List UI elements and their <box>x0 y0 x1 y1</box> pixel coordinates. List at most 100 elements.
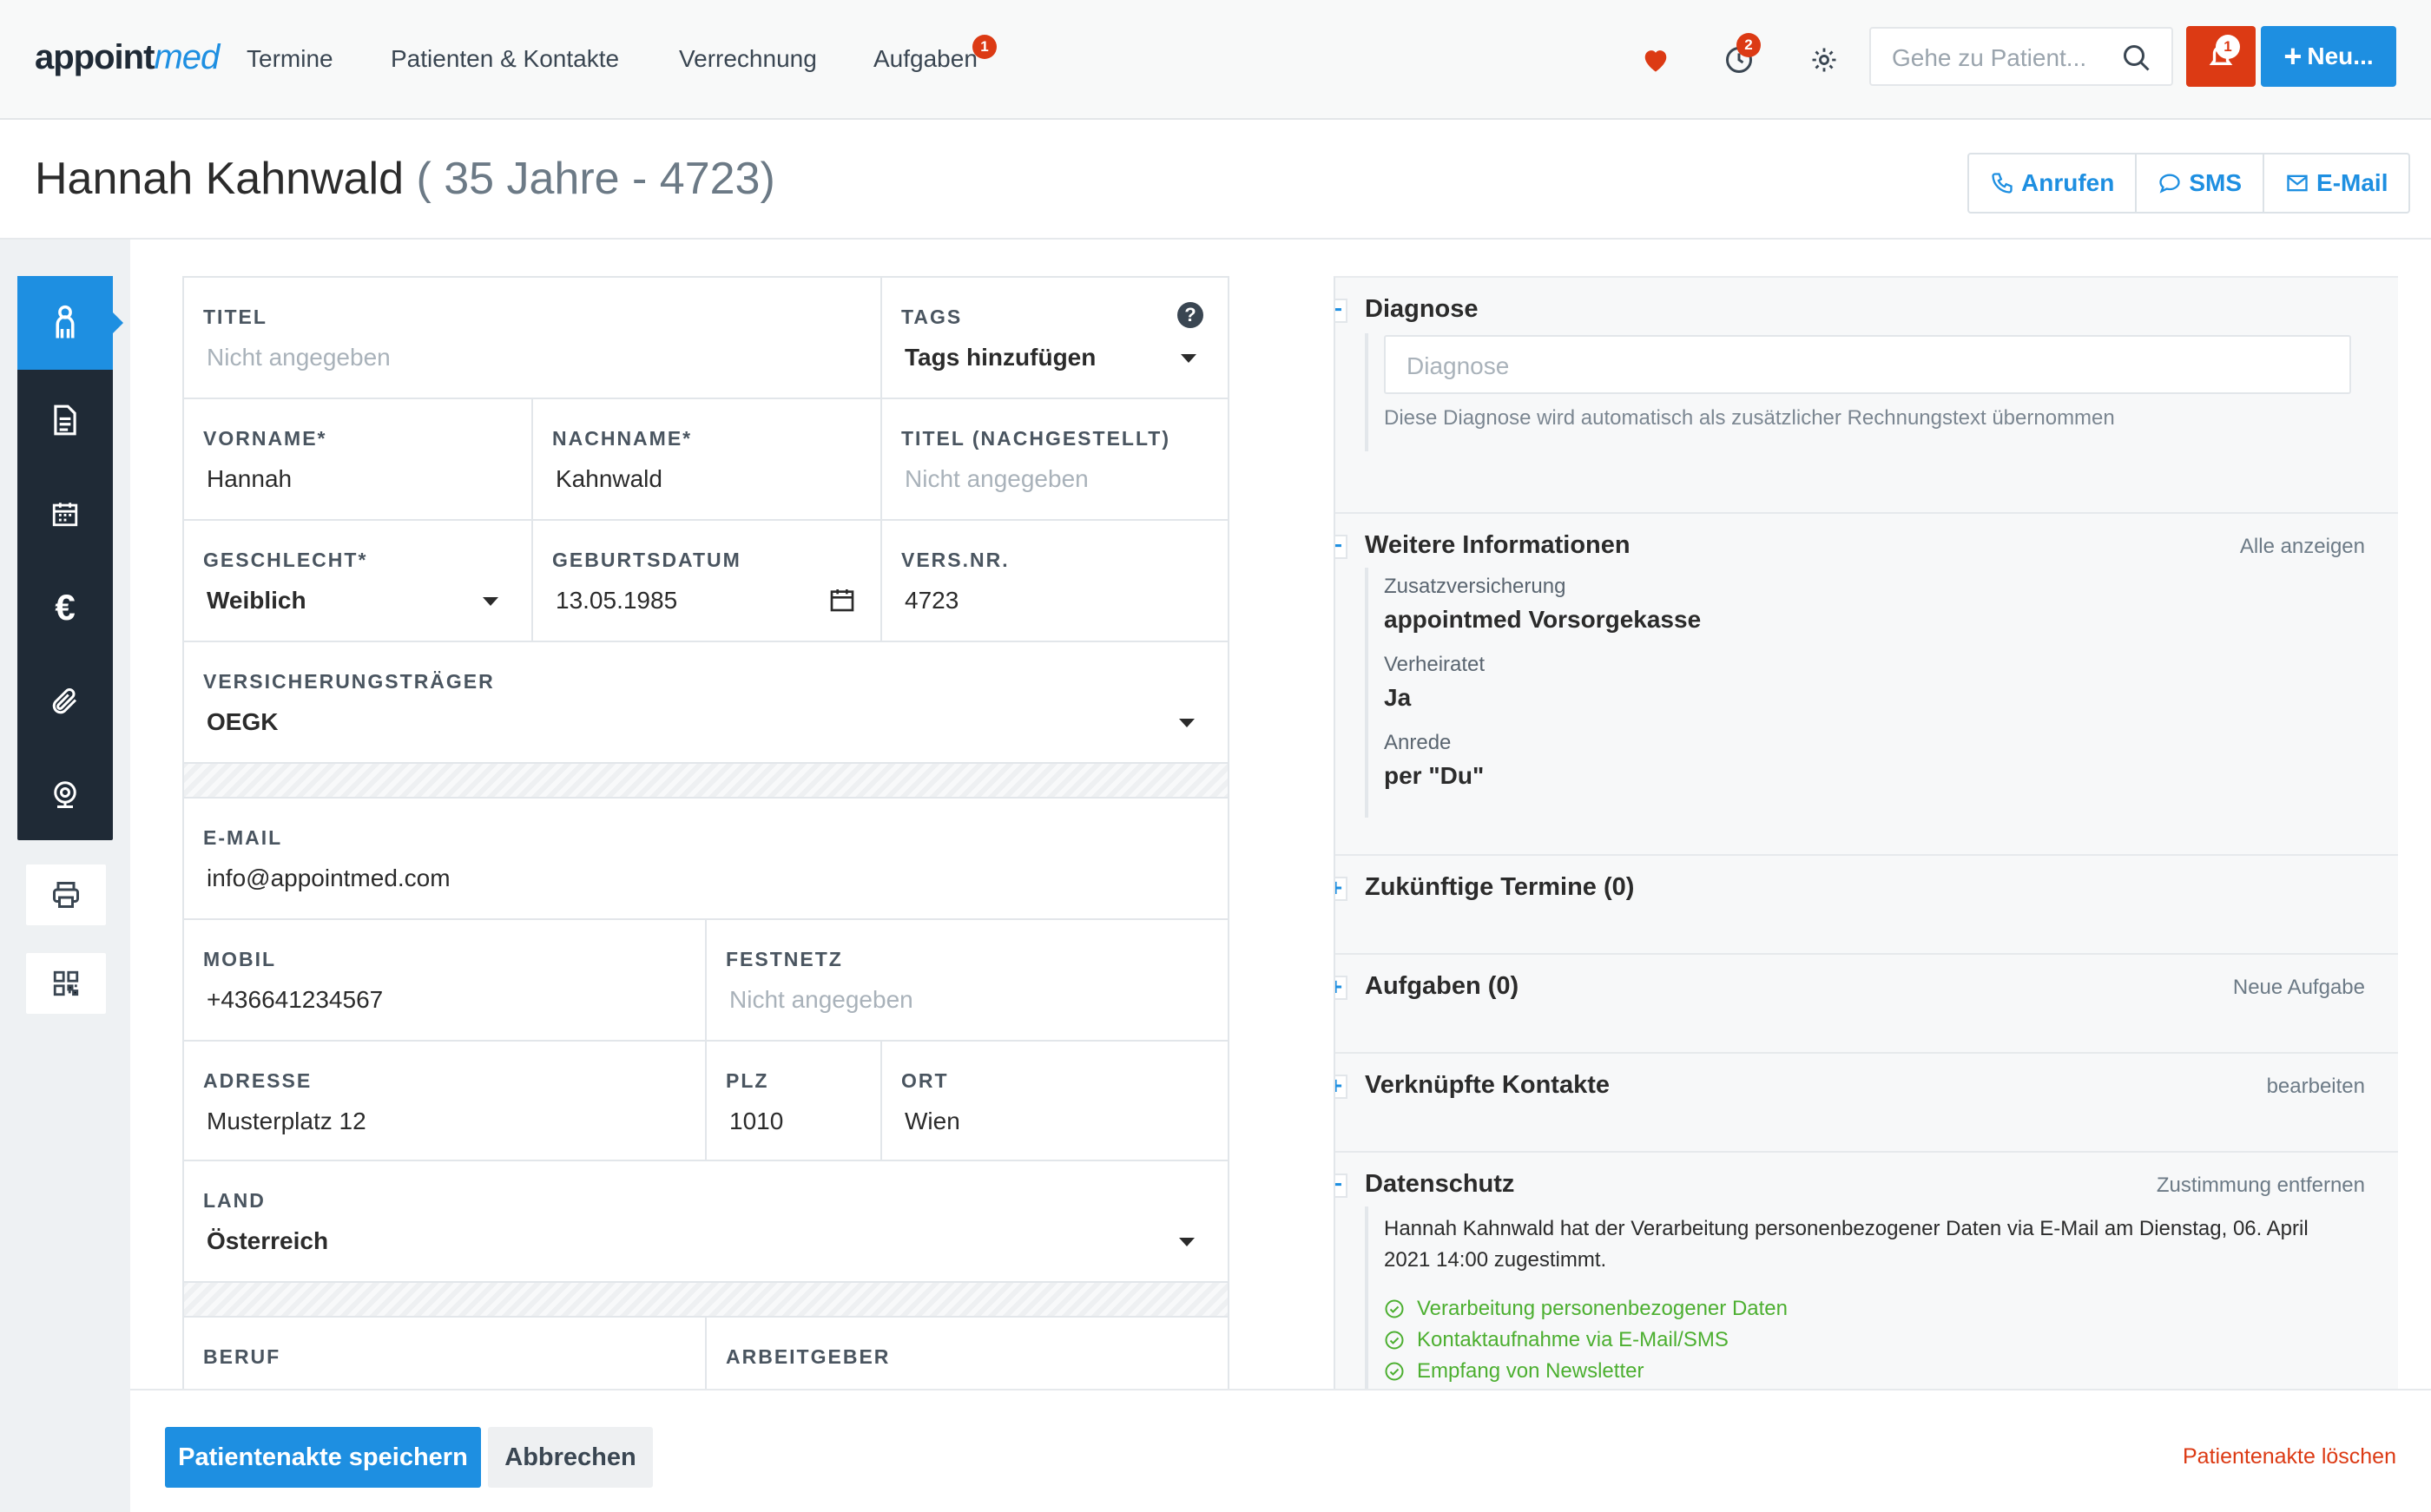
field-value: Tags hinzufügen <box>905 344 1097 371</box>
cancel-button[interactable]: Abbrechen <box>488 1427 653 1488</box>
field-versnr[interactable]: VERS.NR. 4723 <box>882 519 1228 641</box>
field-value: Wien <box>905 1108 960 1134</box>
field-label: TITEL (NACHGESTELLT) <box>901 427 1171 450</box>
collapse-icon[interactable]: − <box>1335 1173 1347 1198</box>
chat-icon <box>2159 174 2180 194</box>
section-divider <box>184 762 1228 797</box>
field-label: BERUF <box>203 1345 281 1368</box>
field-geschlecht[interactable]: GESCHLECHT* Weiblich <box>184 519 533 641</box>
new-button[interactable]: + Neu... <box>2261 26 2396 87</box>
sidebar-item-stammdaten[interactable] <box>17 276 123 370</box>
sms-button[interactable]: SMS <box>2137 154 2265 212</box>
heart-icon[interactable] <box>1634 38 1677 82</box>
euro-icon: € <box>55 587 76 628</box>
field-value: Nicht angegeben <box>207 344 391 371</box>
gear-icon[interactable] <box>1802 38 1846 82</box>
email-button[interactable]: E-Mail <box>2264 154 2408 212</box>
webcam-icon <box>54 781 76 808</box>
field-label: VERSICHERUNGSTRÄGER <box>203 670 495 693</box>
nav-verrechnung[interactable]: Verrechnung <box>679 45 817 72</box>
field-festnetz[interactable]: FESTNETZ Nicht angegeben <box>707 918 1228 1040</box>
info-label: Verheiratet <box>1384 653 1486 676</box>
qrcode-button[interactable] <box>26 953 106 1014</box>
field-value: Nicht angegeben <box>905 465 1089 492</box>
calendar-icon[interactable] <box>828 585 856 615</box>
chevron-down-icon <box>1179 1238 1195 1246</box>
field-value: Weiblich <box>207 587 306 614</box>
chevron-down-icon <box>1181 354 1196 363</box>
patient-search-input[interactable]: Gehe zu Patient... <box>1869 27 2173 86</box>
consent-label: Kontaktaufnahme via E-Mail/SMS <box>1417 1328 1729 1351</box>
field-label: VORNAME* <box>203 427 327 450</box>
appointmed-logo[interactable]: appointmed <box>35 38 220 77</box>
envelope-icon <box>2287 174 2308 192</box>
field-beruf[interactable]: BERUF <box>184 1316 707 1389</box>
show-all-link[interactable]: Alle anzeigen <box>2239 535 2365 558</box>
section-title: Zukünftige Termine (0) <box>1365 873 1635 901</box>
patient-form: TITEL Nicht angegeben TAGS ? Tags hinzuf… <box>182 276 1229 1389</box>
field-label: PLZ <box>726 1069 769 1092</box>
field-geburtsdatum[interactable]: GEBURTSDATUM 13.05.1985 <box>533 519 882 641</box>
field-ort[interactable]: ORT Wien <box>882 1040 1228 1160</box>
call-button[interactable]: Anrufen <box>1969 154 2138 212</box>
expand-icon[interactable]: + <box>1335 876 1347 901</box>
logo-accent-text: med <box>154 38 220 76</box>
nav-aufgaben[interactable]: Aufgaben <box>873 45 978 72</box>
field-label: NACHNAME* <box>552 427 693 450</box>
field-label: ORT <box>901 1069 949 1092</box>
field-mobil[interactable]: MOBIL +436641234567 <box>184 918 707 1040</box>
delete-record-link[interactable]: Patientenakte löschen <box>2182 1444 2396 1469</box>
sidebar-item-termine[interactable] <box>17 467 113 561</box>
consent-item: Kontaktaufnahme via E-Mail/SMS <box>1384 1328 1729 1352</box>
nav-termine[interactable]: Termine <box>247 45 333 72</box>
field-arbeitgeber[interactable]: ARBEITGEBER <box>707 1316 1228 1389</box>
sidebar-item-verrechnung[interactable]: € <box>17 561 113 654</box>
print-button[interactable] <box>26 864 106 925</box>
field-versicherungstraeger[interactable]: VERSICHERUNGSTRÄGER OEGK <box>184 641 1228 762</box>
field-vorname[interactable]: VORNAME* Hannah <box>184 398 533 519</box>
notifications-button[interactable]: 1 <box>2186 26 2256 87</box>
expand-icon[interactable]: + <box>1335 1074 1347 1099</box>
section-title: Verknüpfte Kontakte <box>1365 1071 1610 1099</box>
field-titel-nachgestellt[interactable]: TITEL (NACHGESTELLT) Nicht angegeben <box>882 398 1228 519</box>
sidebar-item-dokumentation[interactable] <box>17 373 113 467</box>
field-email[interactable]: E-MAIL info@appointmed.com <box>184 797 1228 918</box>
field-tags[interactable]: TAGS ? Tags hinzufügen <box>882 276 1228 398</box>
person-icon <box>56 305 75 339</box>
updates-badge: 2 <box>1736 33 1761 57</box>
sidebar-item-anhaenge[interactable] <box>17 654 113 748</box>
nav-patienten-kontakte[interactable]: Patienten & Kontakte <box>391 45 620 72</box>
field-label: LAND <box>203 1189 266 1212</box>
field-label: MOBIL <box>203 948 277 970</box>
diagnose-input[interactable]: Diagnose <box>1384 335 2351 394</box>
new-task-link[interactable]: Neue Aufgabe <box>2232 976 2365 999</box>
field-land[interactable]: LAND Österreich <box>184 1160 1228 1281</box>
field-adresse[interactable]: ADRESSE Musterplatz 12 <box>184 1040 707 1160</box>
field-label: GEBURTSDATUM <box>552 549 741 571</box>
new-button-label: Neu... <box>2307 43 2374 69</box>
consent-label: Verarbeitung personenbezogener Daten <box>1417 1297 1788 1320</box>
info-label: Zusatzversicherung <box>1384 575 1566 598</box>
field-nachname[interactable]: NACHNAME* Kahnwald <box>533 398 882 519</box>
expand-icon[interactable]: + <box>1335 975 1347 1000</box>
field-titel[interactable]: TITEL Nicht angegeben <box>184 276 882 398</box>
revoke-consent-link[interactable]: Zustimmung entfernen <box>2156 1173 2365 1197</box>
header-divider <box>0 238 2431 240</box>
help-icon[interactable]: ? <box>1177 302 1203 328</box>
edit-contacts-link[interactable]: bearbeiten <box>2266 1075 2365 1098</box>
calendar-icon <box>52 503 78 527</box>
field-value: OEGK <box>207 708 279 735</box>
field-plz[interactable]: PLZ 1010 <box>707 1040 882 1160</box>
sidebar-item-video[interactable] <box>17 748 113 842</box>
collapse-icon[interactable]: − <box>1335 534 1347 559</box>
collapse-icon[interactable]: − <box>1335 298 1347 323</box>
email-label: E-Mail <box>2316 169 2388 196</box>
info-value: per "Du" <box>1384 762 1485 789</box>
field-label: GESCHLECHT* <box>203 549 368 571</box>
section-zukuenftige-termine: + Zukünftige Termine (0) <box>1335 856 2398 955</box>
field-label: ADRESSE <box>203 1069 313 1092</box>
save-button[interactable]: Patientenakte speichern <box>165 1427 481 1488</box>
action-bar: Patientenakte speichern Abbrechen Patien… <box>130 1389 2431 1512</box>
top-navigation: appointmed Termine Patienten & Kontakte … <box>0 0 2431 120</box>
notifications-badge: 1 <box>2216 35 2240 59</box>
